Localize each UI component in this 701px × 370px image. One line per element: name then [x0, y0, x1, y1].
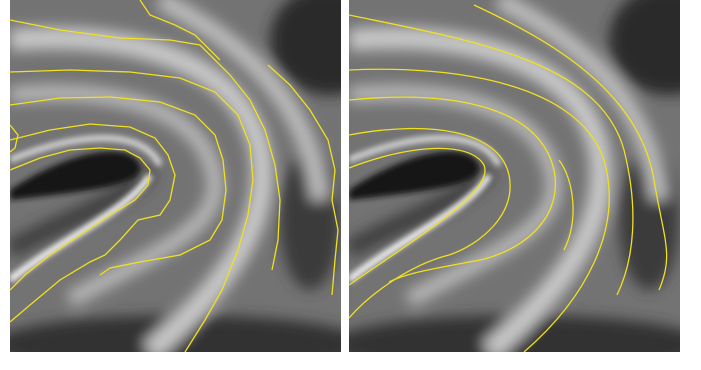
- left-panel: [0, 0, 390, 370]
- right-panel: [329, 0, 701, 370]
- page: [0, 0, 701, 370]
- figure: [0, 0, 701, 370]
- field-image: [0, 0, 390, 370]
